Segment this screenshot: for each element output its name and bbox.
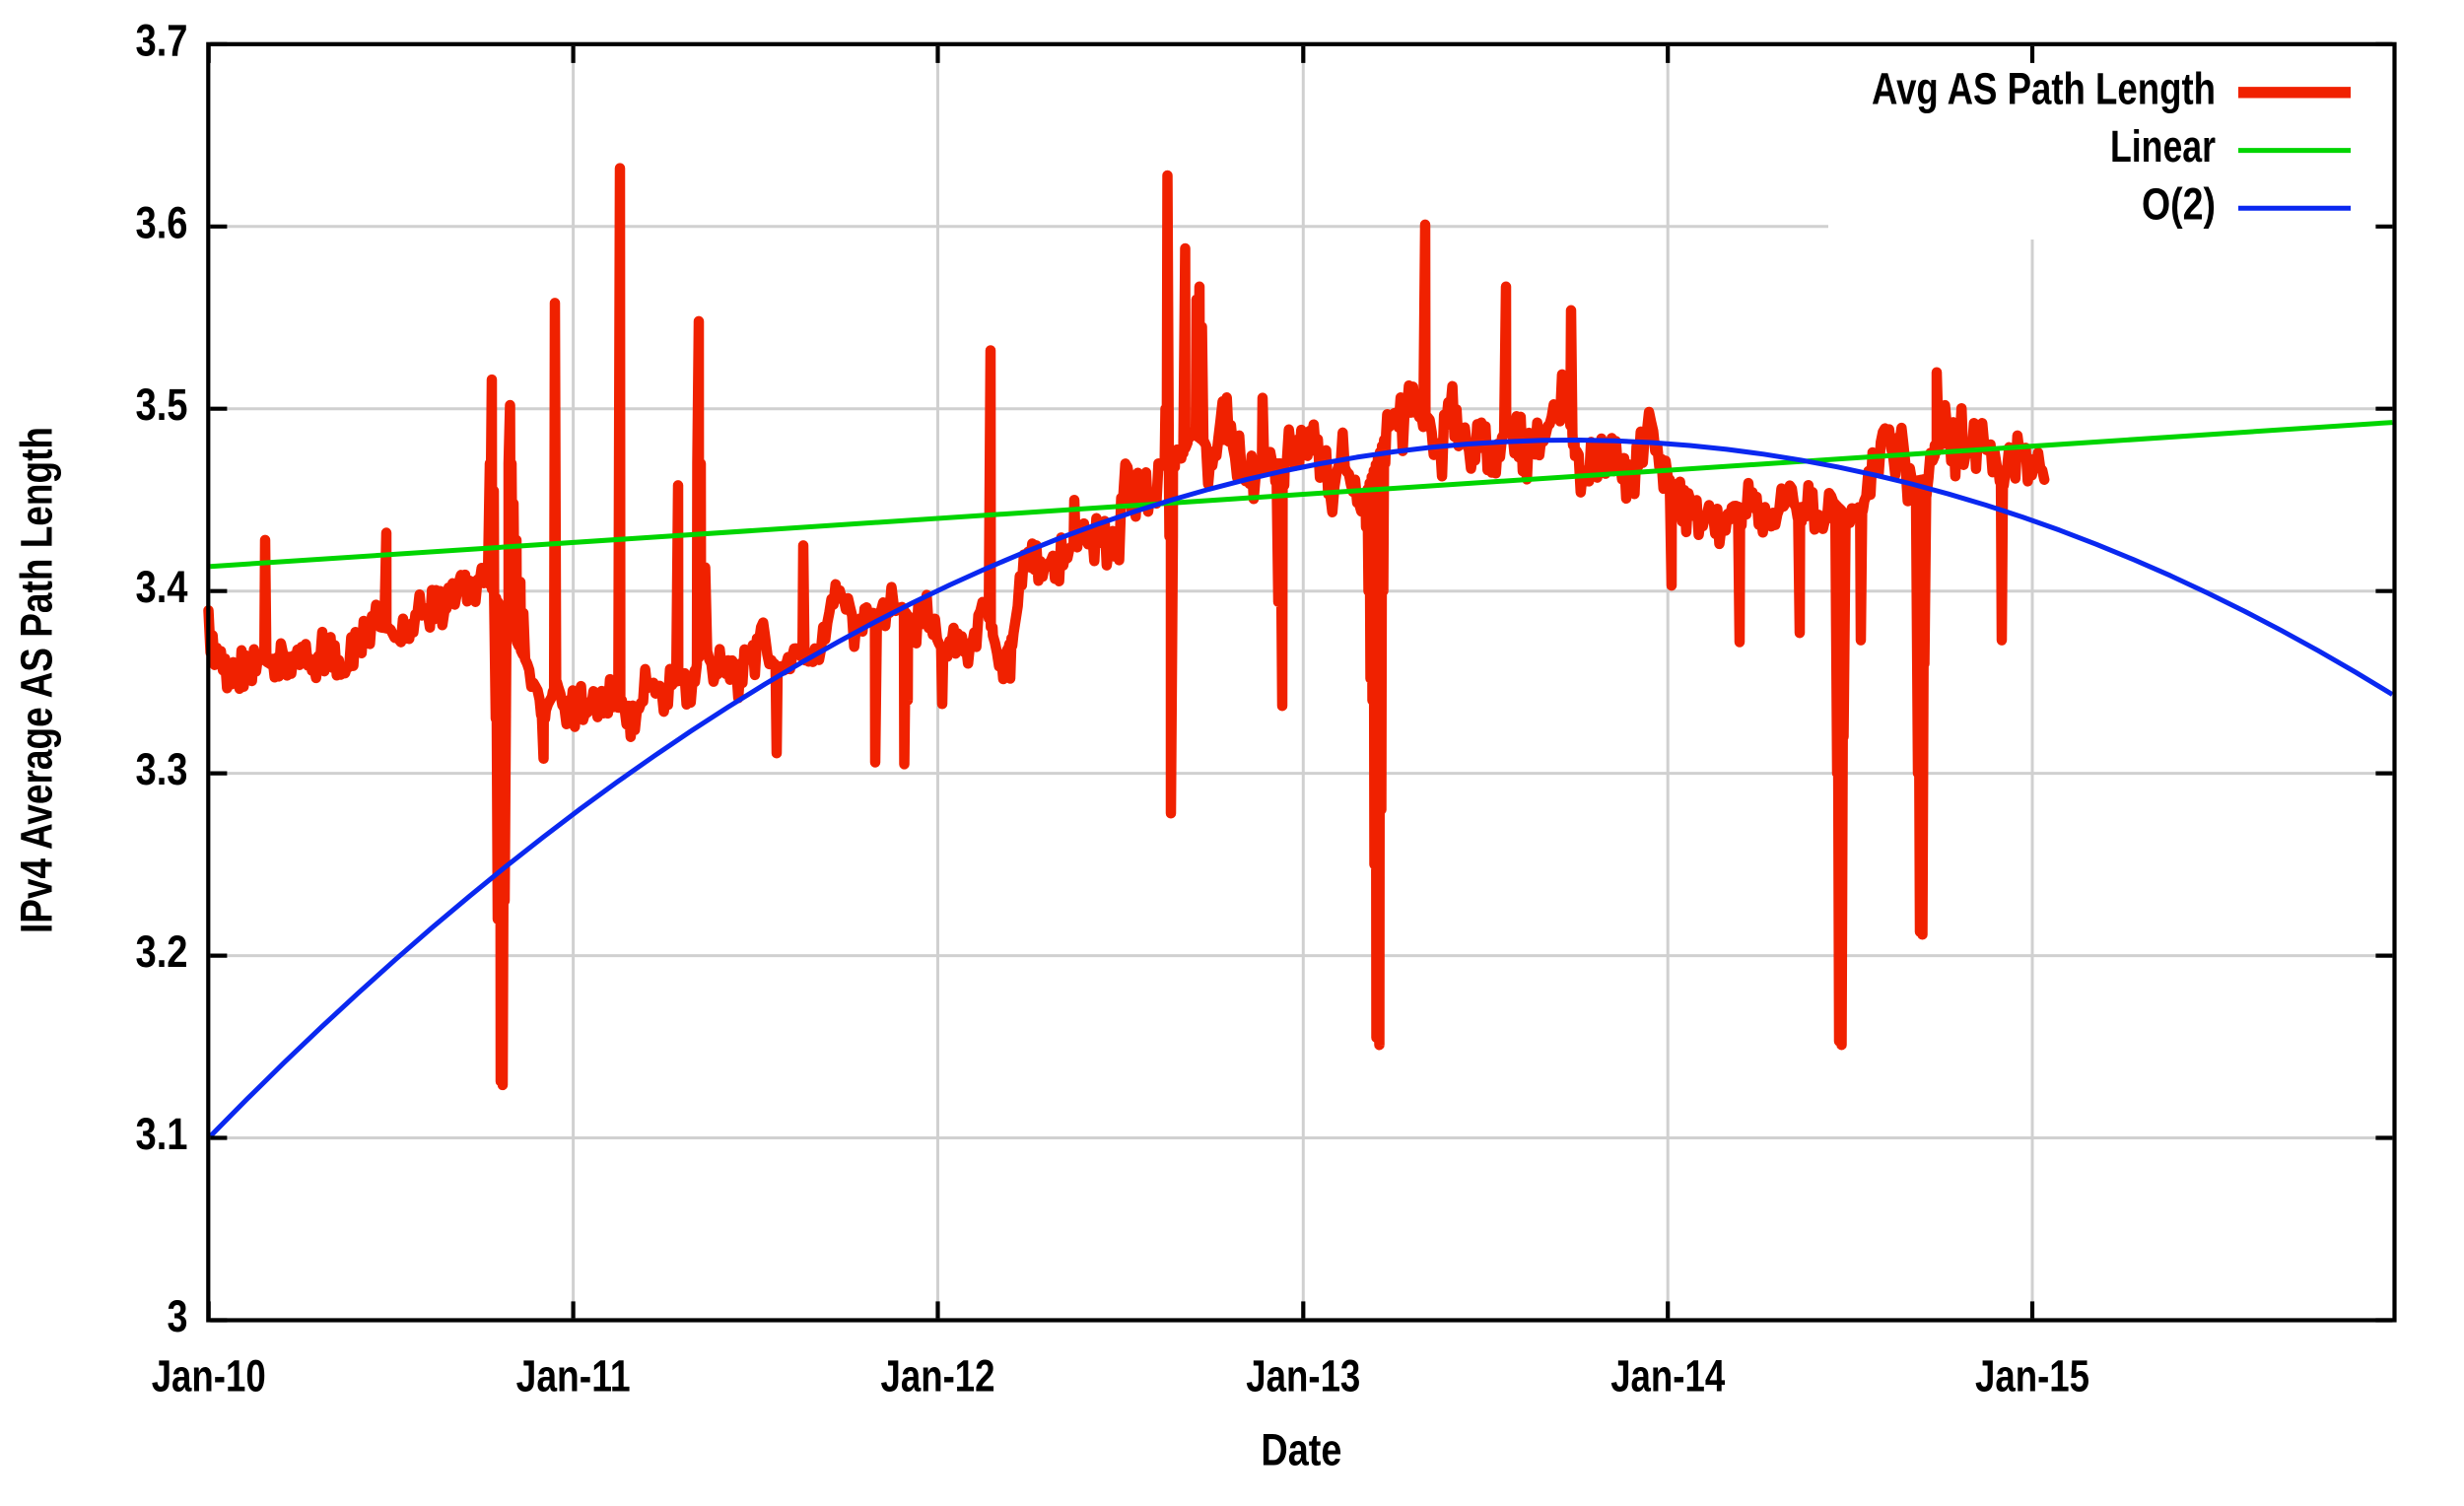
svg-text:3.6: 3.6 [136,197,188,247]
svg-text:3.7: 3.7 [136,15,188,65]
svg-text:Jan-14: Jan-14 [1610,1351,1726,1402]
svg-text:Avg AS Path Length: Avg AS Path Length [1872,63,2216,113]
svg-text:Jan-12: Jan-12 [881,1351,995,1402]
svg-text:O(2): O(2) [2142,179,2216,230]
svg-text:3.4: 3.4 [136,562,189,612]
svg-text:3.2: 3.2 [136,926,188,977]
svg-text:3.1: 3.1 [136,1109,188,1159]
svg-text:Jan-15: Jan-15 [1975,1351,2089,1402]
svg-text:Jan-11: Jan-11 [516,1351,631,1402]
svg-text:3.5: 3.5 [136,379,188,430]
svg-text:3.3: 3.3 [136,744,188,794]
svg-text:IPv4 Average AS Path Length: IPv4 Average AS Path Length [12,427,62,933]
svg-text:Jan-13: Jan-13 [1246,1351,1360,1402]
svg-text:Date: Date [1261,1425,1341,1475]
svg-text:3: 3 [168,1291,188,1341]
svg-text:Jan-10: Jan-10 [152,1351,266,1402]
svg-text:Linear: Linear [2110,121,2216,171]
